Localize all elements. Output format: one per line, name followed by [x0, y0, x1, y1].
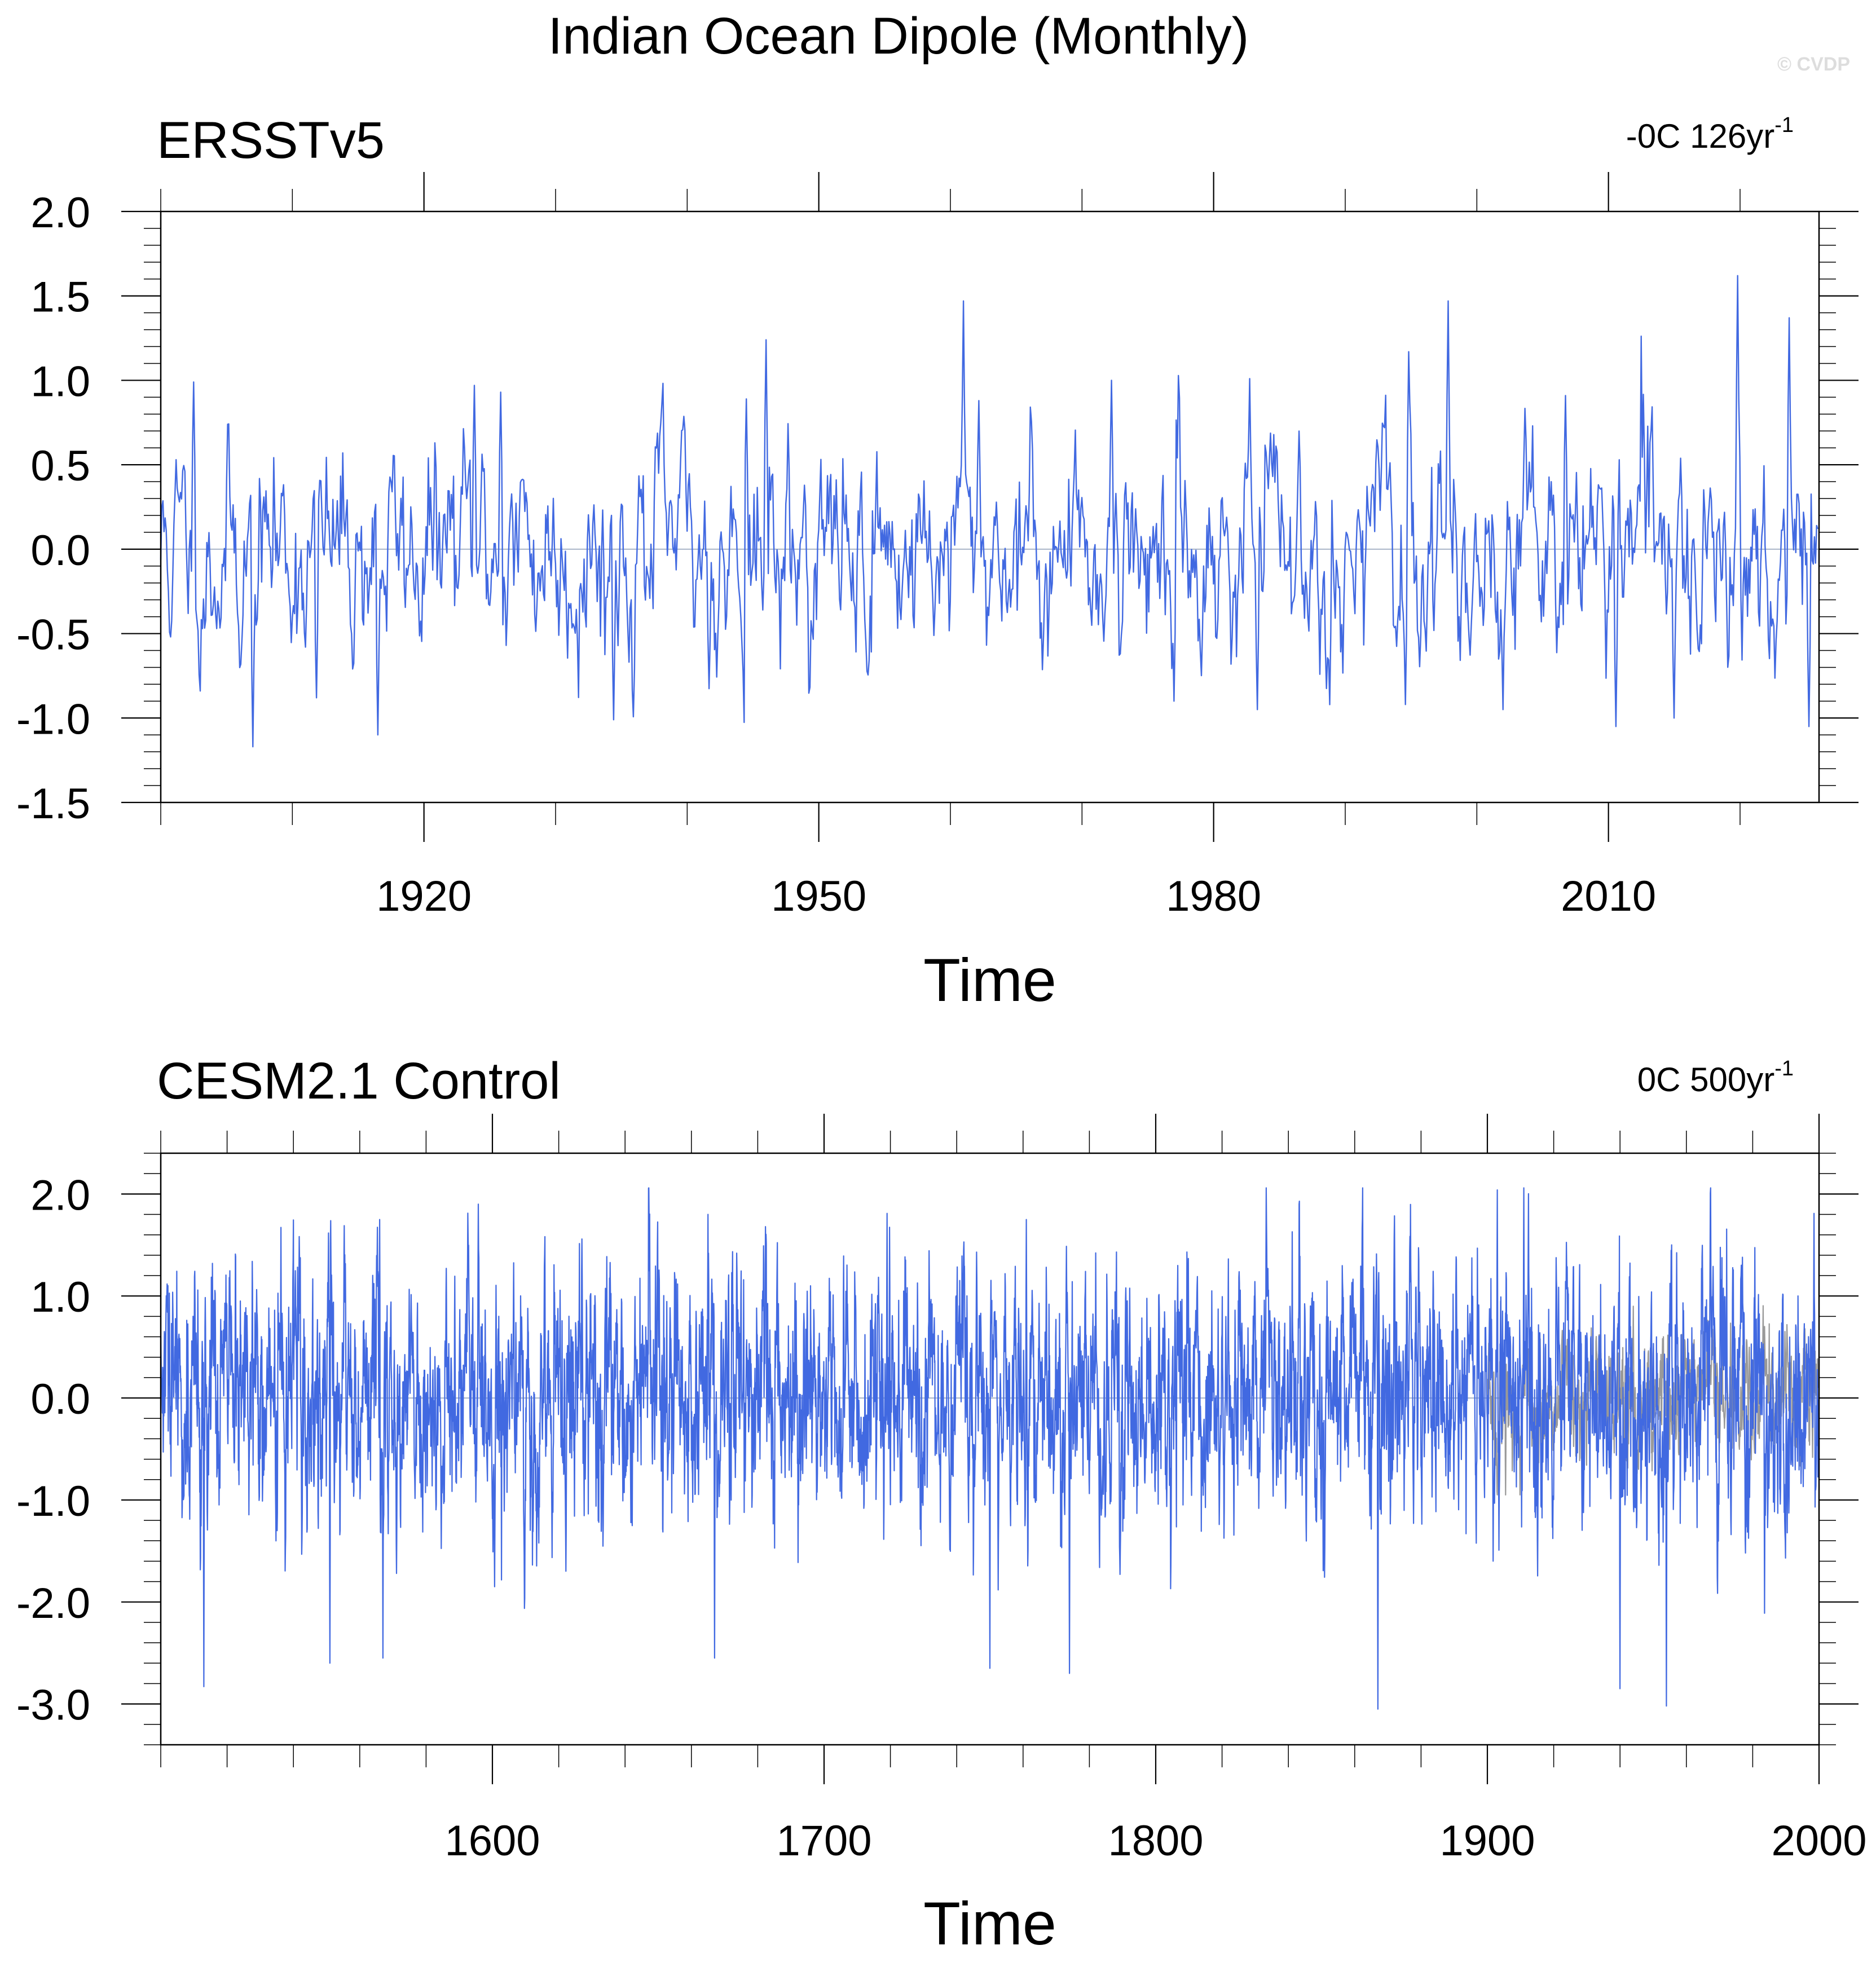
x-tick-label-ersstv5: 2010 [1561, 872, 1656, 920]
y-tick-label-ersstv5: 0.5 [30, 442, 90, 490]
plot-frame-cesm-control [160, 1152, 1820, 1746]
x-tick-label-ersstv5: 1950 [771, 872, 866, 920]
trend-label-ersstv5: -0C 126yr-1 [1626, 113, 1794, 155]
figure-title: Indian Ocean Dipole (Monthly) [548, 7, 1249, 65]
y-tick-label-cesm-control: -2.0 [16, 1580, 90, 1627]
y-tick-label-ersstv5: -0.5 [16, 611, 90, 659]
x-tick-label-cesm-control: 1800 [1108, 1817, 1203, 1865]
x-tick-label-cesm-control: 2000 [1771, 1817, 1866, 1865]
cvdp-watermark: © CVDP [1777, 54, 1850, 75]
panel-cesm-control: CESM2.1 Control 0C 500yr-1 2.0 1.0 0.0 -1.0… [16, 1052, 1867, 1957]
panel-title-cesm-control: CESM2.1 Control [157, 1052, 561, 1110]
x-tick-label-cesm-control: 1600 [444, 1817, 540, 1865]
y-tick-label-cesm-control: 2.0 [30, 1171, 90, 1219]
trend-text-cesm-control: 0C 500yr [1637, 1061, 1774, 1099]
x-axis-label-ersstv5: Time [923, 946, 1056, 1014]
x-tick-label-cesm-control: 1700 [776, 1817, 871, 1865]
y-tick-label-ersstv5: -1.0 [16, 695, 90, 743]
y-tick-label-ersstv5: 2.0 [30, 189, 90, 237]
y-tick-label-ersstv5: 1.0 [30, 358, 90, 405]
series-line-ersstv5-0 [160, 275, 1818, 748]
trend-text-ersstv5: -0C 126yr [1626, 117, 1774, 155]
y-tick-label-cesm-control: 1.0 [30, 1273, 90, 1321]
panel-ersstv5: ERSSTv5 -0C 126yr-1 2.0 1.5 1.0 0.5 0.0 -0.5 -… [16, 112, 1859, 1014]
y-tick-label-cesm-control: -3.0 [16, 1682, 90, 1730]
plot-area-ersstv5: 2.0 1.5 1.0 0.5 0.0 -0.5 -1.0 -1.5 1920 1950 1980 2… [16, 172, 1859, 920]
x-axis-label-cesm-control: Time [923, 1889, 1056, 1957]
trend-label-cesm-control: 0C 500yr-1 [1637, 1057, 1794, 1099]
y-tick-label-ersstv5: -1.5 [16, 780, 90, 828]
x-tick-label-ersstv5: 1980 [1166, 872, 1261, 920]
trend-superscript-cesm-control: -1 [1774, 1057, 1794, 1080]
y-tick-label-cesm-control: 0.0 [30, 1375, 90, 1423]
trend-superscript-ersstv5: -1 [1774, 113, 1794, 137]
x-tick-label-ersstv5: 1920 [376, 872, 472, 920]
y-tick-label-ersstv5: 0.0 [30, 527, 90, 575]
series-line-cesm-control-1 [160, 1187, 1820, 1710]
x-tick-label-cesm-control: 1900 [1439, 1817, 1535, 1865]
panel-title-ersstv5: ERSSTv5 [157, 112, 385, 169]
y-tick-label-cesm-control: -1.0 [16, 1477, 90, 1525]
plot-frame-ersstv5 [160, 210, 1820, 804]
y-tick-label-ersstv5: 1.5 [30, 274, 90, 321]
plot-area-cesm-control: 2.0 1.0 0.0 -1.0 -2.0 -3.0 1600 1700 1800 1900 200… [16, 1114, 1867, 1865]
